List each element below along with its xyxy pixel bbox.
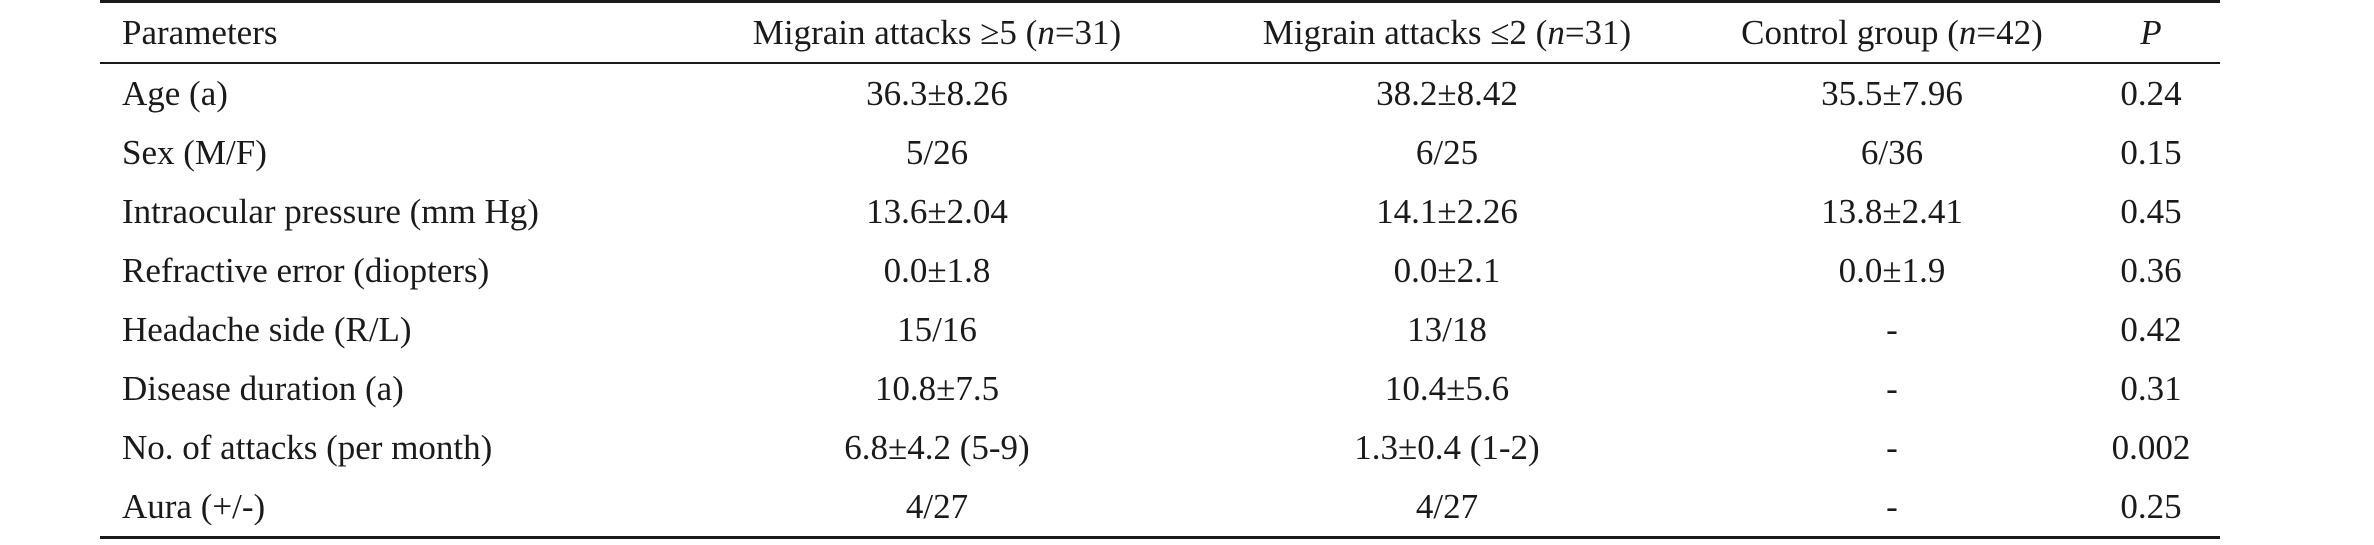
cell-migraine-le2: 1.3±0.4 (1-2) [1354,428,1540,467]
table-row: Refractive error (diopters) 0.0±1.8 0.0±… [100,241,2220,300]
cell-control-group: - [1886,428,1898,467]
cell-p-value: 0.25 [2120,487,2182,526]
cell-control-group: - [1886,310,1898,349]
table-row: Headache side (R/L) 15/16 13/18 - 0.42 [100,300,2220,359]
cell-control-group: 13.8±2.41 [1821,192,1963,231]
cell-control-group: - [1886,487,1898,526]
cell-control-group: 35.5±7.96 [1821,74,1963,113]
cell-migraine-le2: 10.4±5.6 [1384,369,1510,408]
cell-p-value: 0.15 [2120,133,2182,172]
cell-migraine-ge5: 15/16 [897,310,977,349]
table-row: Disease duration (a) 10.8±7.5 10.4±5.6 -… [100,359,2220,418]
cell-p-value: 0.36 [2120,251,2182,290]
table-row: Age (a) 36.3±8.26 38.2±8.42 35.5±7.96 0.… [100,63,2220,123]
table-row: Sex (M/F) 5/26 6/25 6/36 0.15 [100,123,2220,182]
cell-p-value: 0.31 [2120,369,2182,408]
row-label: Age (a) [122,74,228,113]
cell-migraine-le2: 13/18 [1407,310,1487,349]
cell-migraine-ge5: 10.8±7.5 [874,369,1000,408]
cell-p-value: 0.002 [2111,428,2191,467]
table-row: No. of attacks (per month) 6.8±4.2 (5-9)… [100,418,2220,477]
header-control-group: Control group (n=42) [1741,13,2043,52]
cell-control-group: 0.0±1.9 [1838,251,1946,290]
cell-p-value: 0.45 [2120,192,2182,231]
cell-p-value: 0.42 [2120,310,2182,349]
cell-migraine-le2: 38.2±8.42 [1376,74,1518,113]
table-header: Parameters Migrain attacks ≥5 (n=31) Mig… [100,1,2220,63]
data-table-container: Parameters Migrain attacks ≥5 (n=31) Mig… [100,0,2220,539]
row-label: No. of attacks (per month) [122,428,493,467]
cell-migraine-ge5: 36.3±8.26 [866,74,1008,113]
table-body: Age (a) 36.3±8.26 38.2±8.42 35.5±7.96 0.… [100,63,2220,538]
header-parameters: Parameters [122,13,278,52]
cell-migraine-ge5: 5/26 [905,133,969,172]
row-label: Headache side (R/L) [122,310,412,349]
row-label: Disease duration (a) [122,369,404,408]
cell-migraine-le2: 4/27 [1415,487,1479,526]
comparison-table: Parameters Migrain attacks ≥5 (n=31) Mig… [100,0,2220,539]
cell-migraine-le2: 0.0±2.1 [1393,251,1501,290]
cell-control-group: - [1886,369,1898,408]
header-migraine-ge5: Migrain attacks ≥5 (n=31) [752,13,1122,52]
header-row: Parameters Migrain attacks ≥5 (n=31) Mig… [100,1,2220,63]
cell-control-group: 6/36 [1860,133,1924,172]
row-label: Aura (+/-) [122,487,266,526]
row-label: Sex (M/F) [122,133,267,172]
row-label: Refractive error (diopters) [122,251,490,290]
cell-migraine-ge5: 6.8±4.2 (5-9) [844,428,1030,467]
cell-migraine-ge5: 13.6±2.04 [866,192,1008,231]
table-row: Intraocular pressure (mm Hg) 13.6±2.04 1… [100,182,2220,241]
table-row: Aura (+/-) 4/27 4/27 - 0.25 [100,477,2220,538]
row-label: Intraocular pressure (mm Hg) [122,192,539,231]
header-migraine-le2: Migrain attacks ≤2 (n=31) [1262,13,1632,52]
cell-migraine-le2: 6/25 [1415,133,1479,172]
header-p-value: P [2140,13,2162,52]
cell-p-value: 0.24 [2120,74,2182,113]
cell-migraine-le2: 14.1±2.26 [1376,192,1518,231]
cell-migraine-ge5: 0.0±1.8 [883,251,991,290]
cell-migraine-ge5: 4/27 [905,487,969,526]
